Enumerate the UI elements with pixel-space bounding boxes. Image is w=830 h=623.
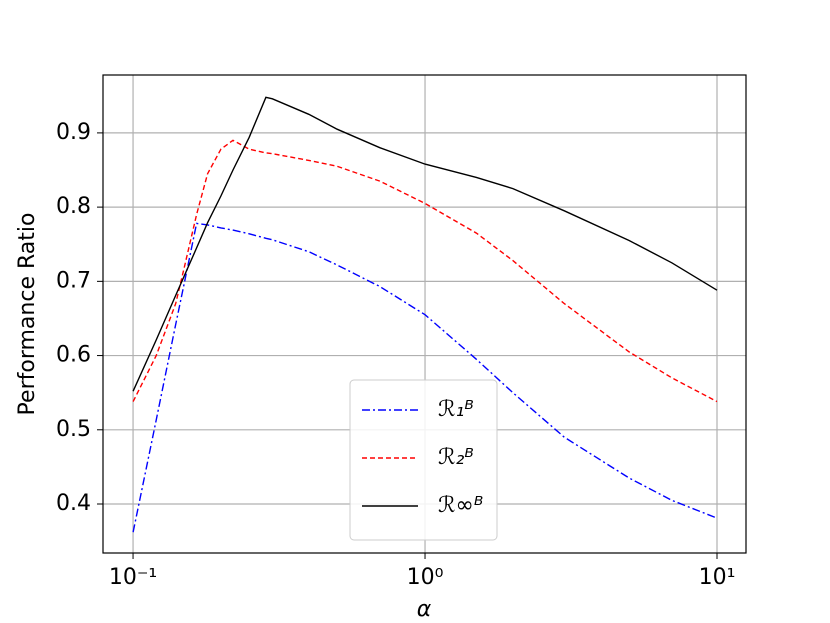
y-tick-label: 0.6 — [56, 343, 91, 368]
series-line — [132, 139, 718, 403]
series-line — [132, 96, 718, 392]
plot-frame — [102, 74, 747, 554]
x-axis-label: α — [417, 597, 432, 622]
y-tick-label: 0.4 — [56, 491, 91, 516]
legend-label: ℛ∞ᴮ — [438, 493, 483, 518]
x-tick-label: 10⁰ — [407, 565, 444, 590]
legend-label: ℛ₂ᴮ — [438, 445, 474, 470]
x-tick-label: 10¹ — [699, 565, 736, 590]
y-tick-label: 0.8 — [56, 194, 91, 219]
y-tick-label: 0.9 — [56, 120, 91, 145]
y-tick-label: 0.7 — [56, 268, 91, 293]
legend-box — [349, 379, 498, 541]
legend-label: ℛ₁ᴮ — [438, 397, 474, 422]
y-tick-label: 0.5 — [56, 417, 91, 442]
series-line — [132, 222, 718, 533]
y-axis-label: Performance Ratio — [15, 213, 40, 416]
x-tick-label: 10⁻¹ — [109, 565, 157, 590]
